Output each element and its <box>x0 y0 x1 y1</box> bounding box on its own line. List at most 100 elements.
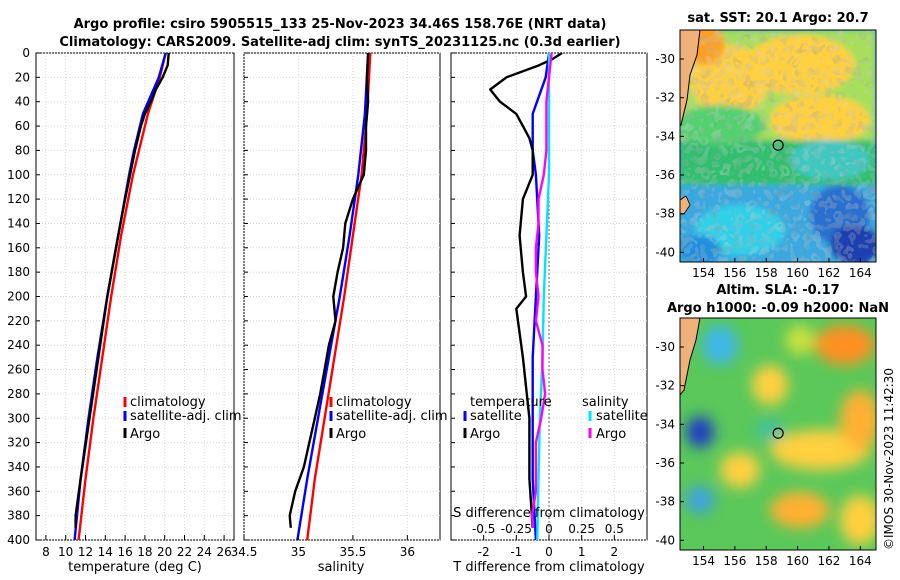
p3-xtick-label: -1 <box>510 545 522 559</box>
depth-ytick-label: 340 <box>7 460 30 474</box>
m1-xtick-label: 154 <box>692 266 715 280</box>
sst-map-field <box>680 30 876 262</box>
sla-map-y-ticks: -30 -32 -34 -36 -38 -40 <box>655 340 684 547</box>
sst-map-frame <box>679 29 877 263</box>
p1-xtick-label: 22 <box>177 545 192 559</box>
p3-xtick-label: 0 <box>545 545 553 559</box>
p3-xtick-label: -2 <box>478 545 490 559</box>
difference-legend-salinity: salinity satellite Argo <box>582 395 648 442</box>
depth-ytick-label: 400 <box>7 533 30 547</box>
temperature-xlabel: temperature (deg C) <box>68 560 202 575</box>
imos-timestamp: ©IMOS 30-Nov-2023 11:42:30 <box>882 368 896 550</box>
legend-label-climatology: climatology <box>336 395 412 410</box>
p1-xtick-label: 24 <box>197 545 212 559</box>
m1-ytick-label: -34 <box>655 129 675 143</box>
depth-ytick-label: 0 <box>22 46 30 60</box>
sla-map-frame <box>679 317 877 551</box>
difference-legend-temperature: temperature satellite Argo <box>463 395 552 442</box>
depth-ytick-label: 200 <box>7 290 30 304</box>
salinity-panel: 34.5 35 35.5 36 salinity climatology satell… <box>231 52 448 575</box>
sla-coastline <box>680 318 701 396</box>
p2-xtick-label: 35.5 <box>340 545 367 559</box>
figure-title-line2: Climatology: CARS2009. Satellite-adj cli… <box>59 35 620 50</box>
m1-ytick-label: -38 <box>655 207 675 221</box>
m1-xtick-label: 162 <box>818 266 841 280</box>
temperature-legend: climatology satellite-adj. clim Argo <box>123 395 242 442</box>
difference-line-s-satellite <box>536 53 551 541</box>
depth-ytick-label: 220 <box>7 314 30 328</box>
p3-xtick-label: 1 <box>578 545 586 559</box>
salinity-grid <box>243 52 440 541</box>
legend-title-salinity: salinity <box>582 395 629 410</box>
legend-label-T-argo: Argo <box>470 427 500 442</box>
S-diff-xtick-label: 0 <box>545 522 553 536</box>
p1-xtick-label: 12 <box>78 545 93 559</box>
depth-ytick-label: 60 <box>15 119 30 133</box>
legend-label-T-satellite: satellite <box>470 409 522 424</box>
T-diff-xlabel: T difference from climatology <box>452 560 645 575</box>
p3-xtick-label: 2 <box>611 545 619 559</box>
depth-ytick-label: 80 <box>15 143 30 157</box>
difference-line-s-argo <box>530 52 553 528</box>
m2-ytick-label: -40 <box>655 533 675 547</box>
sst-map-y-ticks: -30 -32 -34 -36 -38 -40 <box>655 52 684 259</box>
m1-ytick-label: -40 <box>655 245 675 259</box>
difference-series <box>489 51 563 541</box>
temperature-panel: 8 10 12 14 16 18 20 22 24 26 0 20 40 60 80 100 120 140 16… <box>7 46 242 575</box>
m2-xtick-label: 160 <box>786 554 809 568</box>
legend-label-climatology: climatology <box>130 395 206 410</box>
m2-ytick-label: -34 <box>655 417 675 431</box>
depth-ytick-label: 160 <box>7 241 30 255</box>
m2-xtick-label: 164 <box>849 554 872 568</box>
sst-map-panel: sat. SST: 20.1 Argo: 20.7 <box>655 11 877 280</box>
p1-xtick-label: 16 <box>117 545 132 559</box>
sst-argo-location-marker <box>772 139 784 151</box>
temperature-x-ticks: 8 10 12 14 16 18 20 22 24 26 <box>42 535 232 559</box>
depth-y-ticks: 0 20 40 60 80 100 120 140 160 180 200 220 240 260 280 3… <box>7 46 30 547</box>
figure-title-line1: Argo profile: csiro 5905515_133 25-Nov-2… <box>74 17 607 32</box>
sla-map-title: Altim. SLA: -0.17 <box>716 283 839 298</box>
S-diff-xtick-label: -0.5 <box>472 522 495 536</box>
salinity-legend: climatology satellite-adj. clim Argo <box>329 395 448 442</box>
salinity-series <box>288 52 372 541</box>
depth-ytick-label: 20 <box>15 70 30 84</box>
salinity-line-satellite-adj-clim <box>296 52 370 541</box>
S-diff-xtick-label: 0.5 <box>605 522 624 536</box>
salinity-xlabel: salinity <box>318 560 365 575</box>
salinity-axes-box <box>243 52 441 541</box>
sla-map-x-ticks: 154 156 158 160 162 164 <box>692 546 872 568</box>
depth-ytick-label: 260 <box>7 363 30 377</box>
salinity-line-argo <box>288 52 370 528</box>
depth-ytick-label: 360 <box>7 484 30 498</box>
legend-label-satellite: satellite-adj. clim <box>336 409 448 424</box>
depth-ytick-label: 380 <box>7 509 30 523</box>
S-diff-x-ticks: -0.5 -0.25 0 0.25 0.5 <box>472 522 624 536</box>
m1-xtick-label: 156 <box>723 266 746 280</box>
m1-xtick-label: 160 <box>786 266 809 280</box>
p2-xtick-label: 35 <box>291 545 306 559</box>
m1-xtick-label: 158 <box>755 266 778 280</box>
sst-map-x-ticks: 154 156 158 160 162 164 <box>692 258 872 280</box>
p1-xtick-label: 18 <box>137 545 152 559</box>
difference-panel: -2 -1 0 1 2 -0.5 -0.25 0 0.25 0.5 S difference f… <box>450 51 648 575</box>
p1-xtick-label: 26 <box>216 545 231 559</box>
S-diff-xlabel: S difference from climatology <box>453 506 645 521</box>
sla-map-subtitle: Argo h1000: -0.09 h2000: NaN <box>667 301 889 316</box>
m2-ytick-label: -38 <box>655 495 675 509</box>
p1-xtick-label: 10 <box>58 545 73 559</box>
sla-argo-location-marker <box>772 427 784 439</box>
salinity-x-ticks: 34.5 35 35.5 36 <box>231 535 415 559</box>
p2-xtick-label: 34.5 <box>231 545 258 559</box>
p2-xtick-label: 36 <box>400 545 415 559</box>
S-diff-xtick-label: -0.25 <box>501 522 532 536</box>
p1-xtick-label: 14 <box>98 545 113 559</box>
temperature-series <box>73 52 170 541</box>
depth-ytick-label: 120 <box>7 192 30 206</box>
m2-xtick-label: 156 <box>723 554 746 568</box>
legend-label-S-argo: Argo <box>596 427 626 442</box>
m1-xtick-label: 164 <box>849 266 872 280</box>
m1-ytick-label: -32 <box>655 91 675 105</box>
legend-label-argo: Argo <box>130 427 160 442</box>
depth-ytick-label: 320 <box>7 436 30 450</box>
